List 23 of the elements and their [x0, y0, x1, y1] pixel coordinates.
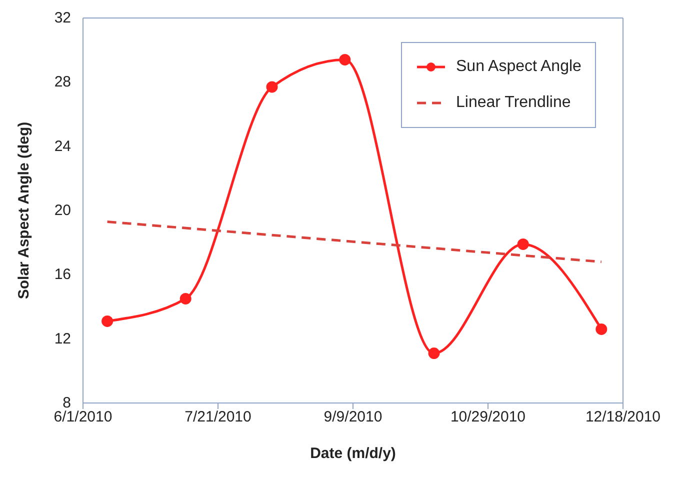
- y-axis-title: Solar Aspect Angle (deg): [15, 122, 32, 300]
- y-tick-label: 20: [54, 202, 71, 219]
- x-axis-title: Date (m/d/y): [310, 445, 396, 462]
- x-tick-label: 6/1/2010: [54, 408, 112, 426]
- y-tick-label: 12: [54, 330, 71, 348]
- point: [339, 54, 351, 66]
- legend-label: Sun Aspect Angle: [456, 57, 582, 77]
- y-tick-label: 16: [54, 266, 71, 284]
- x-tick-label: 7/21/2010: [184, 408, 252, 426]
- y-tick-label: 32: [54, 10, 71, 26]
- point: [266, 81, 278, 93]
- point: [102, 315, 114, 327]
- y-tick-label: 8: [62, 394, 71, 412]
- x-tick-label: 10/29/2010: [450, 408, 526, 426]
- x-tick-label: 12/18/2010: [585, 408, 661, 426]
- x-tick-label: 9/9/2010: [324, 408, 382, 426]
- y-tick-label: 24: [54, 138, 71, 155]
- legend-label: Linear Trendline: [456, 93, 571, 113]
- point: [596, 323, 608, 335]
- point: [180, 292, 192, 304]
- point: [517, 238, 529, 250]
- point: [428, 348, 440, 360]
- y-tick-label: 28: [54, 74, 71, 91]
